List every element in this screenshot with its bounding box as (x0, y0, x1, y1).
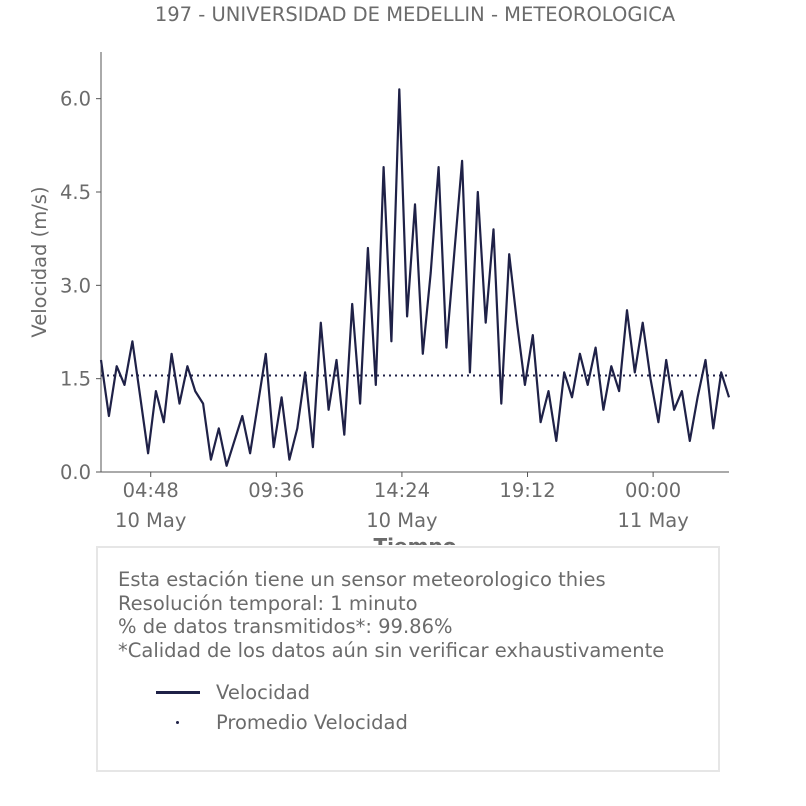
x-tick-date-label: 11 May (617, 509, 688, 532)
x-tick-label: 00:00 (625, 479, 681, 502)
y-tick-label: 3.0 (60, 274, 91, 297)
info-quality-line: *Calidad de los datos aún sin verificar … (118, 638, 665, 662)
legend-label-velocidad: Velocidad (216, 680, 311, 704)
info-sensor-line: Esta estación tiene un sensor meteorolog… (118, 568, 606, 591)
legend-label-promedio: Promedio Velocidad (216, 710, 408, 734)
x-tick-date-label: 10 May (115, 509, 186, 532)
info-legend-box: Esta estación tiene un sensor meteorolog… (96, 546, 720, 772)
x-tick-label: 09:36 (248, 479, 304, 502)
x-tick-label: 14:24 (374, 479, 430, 502)
y-tick-label: 6.0 (60, 88, 91, 111)
x-tick-date-label: 10 May (366, 509, 437, 532)
x-axis-label: Tiempo (374, 534, 457, 545)
y-tick-label: 1.5 (60, 368, 91, 391)
y-tick-label: 4.5 (60, 181, 91, 204)
chart-title: 197 - UNIVERSIDAD DE MEDELLIN - METEOROL… (155, 3, 676, 26)
y-axis-label: Velocidad (m/s) (28, 186, 51, 337)
info-resolution-line: Resolución temporal: 1 minuto (118, 591, 418, 615)
info-transmitted-line: % de datos transmitidos*: 99.86% (118, 615, 453, 638)
x-tick-label: 19:12 (499, 479, 555, 502)
x-tick-label: 04:48 (123, 479, 179, 502)
station-info: Esta estación tiene un sensor meteorolog… (118, 568, 664, 662)
legend-item-velocidad: Velocidad (156, 680, 310, 704)
legend-dot-swatch (156, 717, 200, 727)
series-line-velocidad (99, 88, 731, 467)
y-tick-label: 0.0 (60, 461, 91, 484)
legend-line-swatch (156, 690, 200, 694)
legend-item-promedio: Promedio Velocidad (156, 710, 408, 734)
wind-speed-chart: 197 - UNIVERSIDAD DE MEDELLIN - METEOROL… (28, 3, 731, 545)
